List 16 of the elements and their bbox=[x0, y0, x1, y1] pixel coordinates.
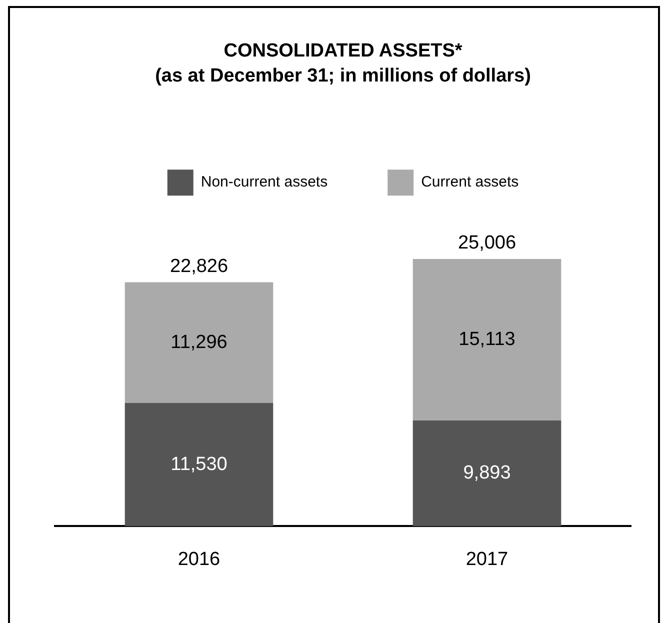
bar bbox=[412, 258, 562, 420]
data-label: 15,113 bbox=[458, 328, 516, 350]
bar bbox=[124, 282, 274, 403]
data-label: 11,530 bbox=[170, 454, 228, 475]
total-label: 22,826 bbox=[170, 256, 228, 277]
data-label: 11,296 bbox=[170, 332, 228, 353]
chart-title: CONSOLIDATED ASSETS* bbox=[224, 40, 463, 62]
bar bbox=[124, 402, 274, 526]
chart-subtitle: (as at December 31; in millions of dollars) bbox=[155, 65, 531, 86]
legend-label: Non-current assets bbox=[200, 174, 328, 191]
legend-label: Current assets bbox=[421, 174, 519, 191]
data-label: 9,893 bbox=[463, 462, 511, 484]
total-label: 25,006 bbox=[458, 232, 516, 254]
x-tick-label: 2016 bbox=[178, 548, 220, 570]
x-tick-label: 2017 bbox=[466, 548, 508, 570]
bar bbox=[412, 420, 562, 526]
